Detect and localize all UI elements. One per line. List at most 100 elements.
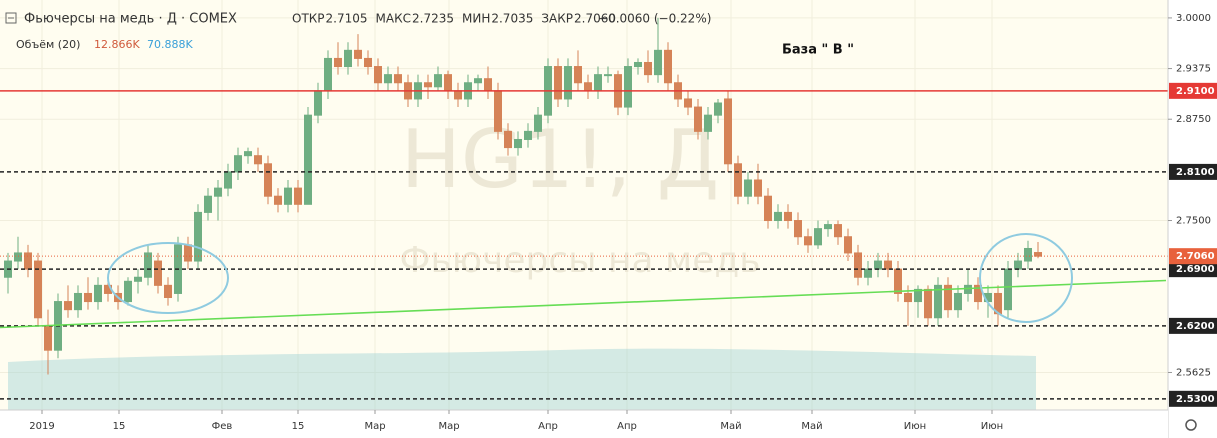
- ohlc-value: 2.7235: [412, 12, 454, 26]
- x-tick-label: Июн: [904, 421, 926, 432]
- x-tick-label: Фев: [212, 421, 233, 432]
- candle-body: [624, 66, 632, 108]
- ohlc-legend: ОТКР 2.7105 МАКС 2.7235 МИН 2.7035 ЗАКР 2.7060: [292, 12, 616, 26]
- level-badge: [1169, 317, 1217, 334]
- candle-body: [384, 74, 392, 84]
- candle-body: [904, 292, 912, 303]
- x-tick-label: Апр: [538, 421, 558, 432]
- candle-body: [944, 284, 952, 311]
- volume-label: Объём (20): [16, 38, 80, 51]
- candle-body: [304, 114, 312, 205]
- symbol-title: Фьючерсы на медь · Д · COMEX: [24, 12, 237, 27]
- candle-body: [364, 57, 372, 68]
- candle-body: [974, 284, 982, 303]
- candle-body: [34, 260, 42, 319]
- candle-body: [854, 252, 862, 278]
- candle-body: [424, 82, 432, 88]
- candle-body: [734, 163, 742, 197]
- candle-body: [594, 74, 602, 92]
- x-tick-label: 2019: [29, 421, 54, 432]
- level-badge: [1169, 261, 1217, 278]
- candle-body: [534, 114, 542, 132]
- candle-body: [354, 49, 362, 59]
- candle-body: [274, 195, 282, 205]
- candle-body: [284, 187, 292, 205]
- candle-body: [864, 268, 872, 278]
- candle-body: [14, 252, 22, 262]
- x-tick-label: Июн: [981, 421, 1003, 432]
- candle-body: [744, 179, 752, 197]
- candle-body: [844, 236, 852, 254]
- candle-body: [494, 90, 502, 132]
- candle-body: [24, 252, 32, 270]
- price-badge: [1169, 248, 1217, 265]
- candle-body: [264, 163, 272, 197]
- ohlc-label: ОТКР: [292, 12, 325, 26]
- level-label: 2.9100: [1176, 86, 1215, 97]
- candle-body: [144, 252, 152, 278]
- candle-body: [344, 49, 352, 68]
- level-badge: [1169, 390, 1217, 407]
- candle-body: [324, 57, 332, 92]
- candle-body: [584, 82, 592, 92]
- volume-value: 12.866K: [94, 38, 140, 51]
- level-label: 2.6900: [1176, 264, 1215, 275]
- candle-body: [64, 301, 72, 311]
- candle-body: [604, 74, 612, 77]
- price-axis: [1168, 0, 1217, 438]
- candle-body: [394, 74, 402, 84]
- x-tick-label: Апр: [617, 421, 637, 432]
- grid: [0, 0, 1168, 410]
- candle-body: [564, 66, 572, 100]
- ohlc-label: МАКС: [376, 12, 411, 26]
- candle-body: [774, 211, 782, 222]
- candle-body: [954, 292, 962, 311]
- candle-body: [924, 288, 932, 319]
- y-tick-label: 2.7500: [1176, 216, 1211, 227]
- candle-body: [724, 98, 732, 165]
- candle-body: [484, 78, 492, 92]
- y-tick-label: 2.8750: [1176, 114, 1211, 125]
- settings-button[interactable]: [1185, 419, 1197, 431]
- candle-body: [554, 66, 562, 100]
- candle-body: [314, 90, 322, 116]
- y-tick-label: 2.9375: [1176, 64, 1211, 75]
- ohlc-value: 2.7105: [326, 12, 368, 26]
- watermark-name: Фьючерсы на медь: [400, 240, 761, 281]
- candle-body: [664, 49, 672, 84]
- candle-body: [894, 268, 902, 294]
- candle-body: [874, 260, 882, 270]
- candle-body: [164, 284, 172, 299]
- candle-body: [714, 102, 722, 116]
- level-label: 2.5300: [1176, 394, 1215, 405]
- candle-body: [334, 57, 342, 68]
- candle-body: [804, 236, 812, 246]
- x-tick-label: 15: [292, 421, 305, 432]
- candle-body: [694, 106, 702, 132]
- candle-body: [824, 224, 832, 230]
- candle-body: [1024, 247, 1032, 262]
- candle-body: [504, 130, 512, 149]
- candle-body: [234, 155, 242, 173]
- candle-body: [134, 276, 142, 282]
- y-tick-label: 3.0000: [1176, 13, 1211, 24]
- watermark-symbol: HG1!, Д: [401, 113, 719, 206]
- candle-body: [214, 187, 222, 197]
- level-badge: [1169, 163, 1217, 180]
- price-label: 2.7060: [1176, 251, 1215, 262]
- candle-body: [684, 98, 692, 108]
- candle-body: [574, 66, 582, 84]
- level-label: 2.6200: [1176, 321, 1215, 332]
- collapse-button[interactable]: [5, 12, 17, 24]
- candle-body: [914, 288, 922, 303]
- candle-body: [634, 61, 642, 68]
- candle-body: [814, 228, 822, 246]
- time-axis: [0, 410, 1168, 438]
- candle-body: [224, 171, 232, 189]
- volume-average: 70.888K: [147, 38, 193, 51]
- candle-body: [764, 195, 772, 222]
- candle-body: [964, 284, 972, 294]
- ohlc-label: ЗАКР: [541, 12, 573, 26]
